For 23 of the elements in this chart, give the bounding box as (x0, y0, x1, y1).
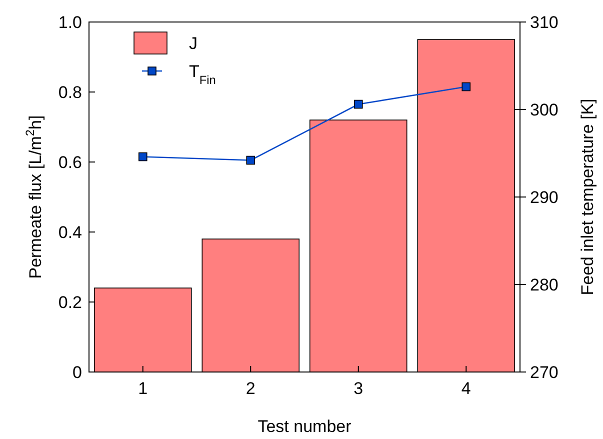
y2-tick-label: 290 (530, 188, 558, 207)
y2-tick-label: 280 (530, 276, 558, 294)
y-tick-label: 0 (72, 363, 82, 382)
y2-tick-label: 300 (530, 100, 558, 120)
y-tick-label: 0.4 (58, 223, 82, 242)
y2-axis-title: Feed inlet temperature [K] (578, 98, 597, 296)
x-axis-title: Test number (258, 417, 352, 436)
y2-tick-label: 310 (530, 13, 558, 32)
x-tick-label: 3 (354, 379, 364, 398)
y-tick-label: 0.8 (58, 83, 82, 102)
x-tick-label: 2 (246, 379, 256, 398)
y-tick-label: 1.0 (58, 13, 82, 32)
point (462, 82, 471, 92)
x-tick-label: 4 (461, 379, 471, 398)
legend-label: J (189, 34, 198, 53)
point (354, 100, 363, 109)
x-tick-label: 1 (138, 379, 148, 398)
y2-tick-label: 270 (530, 363, 558, 382)
legend-label: T$_{Fin}$ (189, 62, 216, 87)
point (138, 152, 148, 162)
y-tick-label: 0.2 (58, 293, 82, 312)
y-tick-label: 0.6 (58, 153, 82, 172)
point (246, 156, 256, 165)
